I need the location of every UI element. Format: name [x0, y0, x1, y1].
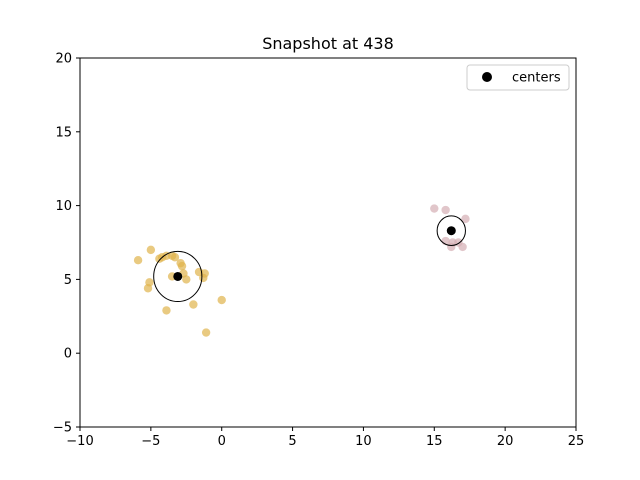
- x-tick-label-2: 0: [218, 434, 226, 449]
- legend-marker-centers: [482, 72, 492, 82]
- data-point-cluster-1-5: [447, 242, 456, 252]
- x-tick-label-0: −10: [66, 434, 93, 449]
- y-tick-label-5: 20: [55, 52, 72, 67]
- center-point-1: [446, 226, 456, 236]
- data-point-cluster-0-1: [133, 256, 143, 265]
- x-tick-label-4: 10: [355, 434, 372, 449]
- data-point-cluster-0-11: [182, 275, 191, 284]
- center-radius-circle-0: [153, 250, 203, 303]
- center-point-0: [173, 271, 183, 281]
- x-tick-label-6: 20: [497, 434, 514, 449]
- x-tick-label-3: 5: [288, 434, 296, 449]
- data-point-cluster-1-2: [461, 214, 470, 224]
- data-point-cluster-0-6: [170, 253, 180, 262]
- data-point-cluster-0-20: [201, 328, 211, 337]
- y-tick-label-2: 5: [64, 273, 72, 288]
- y-tick-label-0: −5: [53, 421, 72, 436]
- chart-marks: [133, 204, 470, 337]
- data-point-cluster-1-1: [441, 205, 450, 215]
- data-point-cluster-0-0: [146, 245, 156, 255]
- x-tick-label-5: 15: [426, 434, 443, 449]
- data-point-cluster-0-18: [217, 295, 226, 305]
- legend-label-centers: centers: [512, 71, 561, 86]
- chart-legend: centers: [466, 64, 570, 91]
- center-radius-circle-1: [436, 215, 466, 246]
- y-tick-label-3: 10: [55, 199, 72, 214]
- data-point-cluster-1-0: [430, 204, 439, 213]
- data-point-cluster-0-17: [189, 300, 198, 309]
- x-tick-label-1: −5: [141, 434, 160, 449]
- data-point-cluster-0-19: [162, 306, 171, 315]
- x-tick-label-7: 25: [568, 434, 585, 449]
- y-tick-label-1: 0: [64, 347, 72, 362]
- data-point-cluster-1-7: [458, 242, 467, 252]
- y-tick-label-4: 15: [55, 125, 72, 140]
- plot-frame: [79, 57, 577, 428]
- legend-frame: [466, 64, 570, 91]
- data-point-cluster-0-16: [143, 284, 153, 293]
- data-point-cluster-0-8: [177, 261, 187, 271]
- data-point-cluster-0-14: [199, 273, 208, 283]
- chart-title: Snapshot at 438: [262, 34, 394, 53]
